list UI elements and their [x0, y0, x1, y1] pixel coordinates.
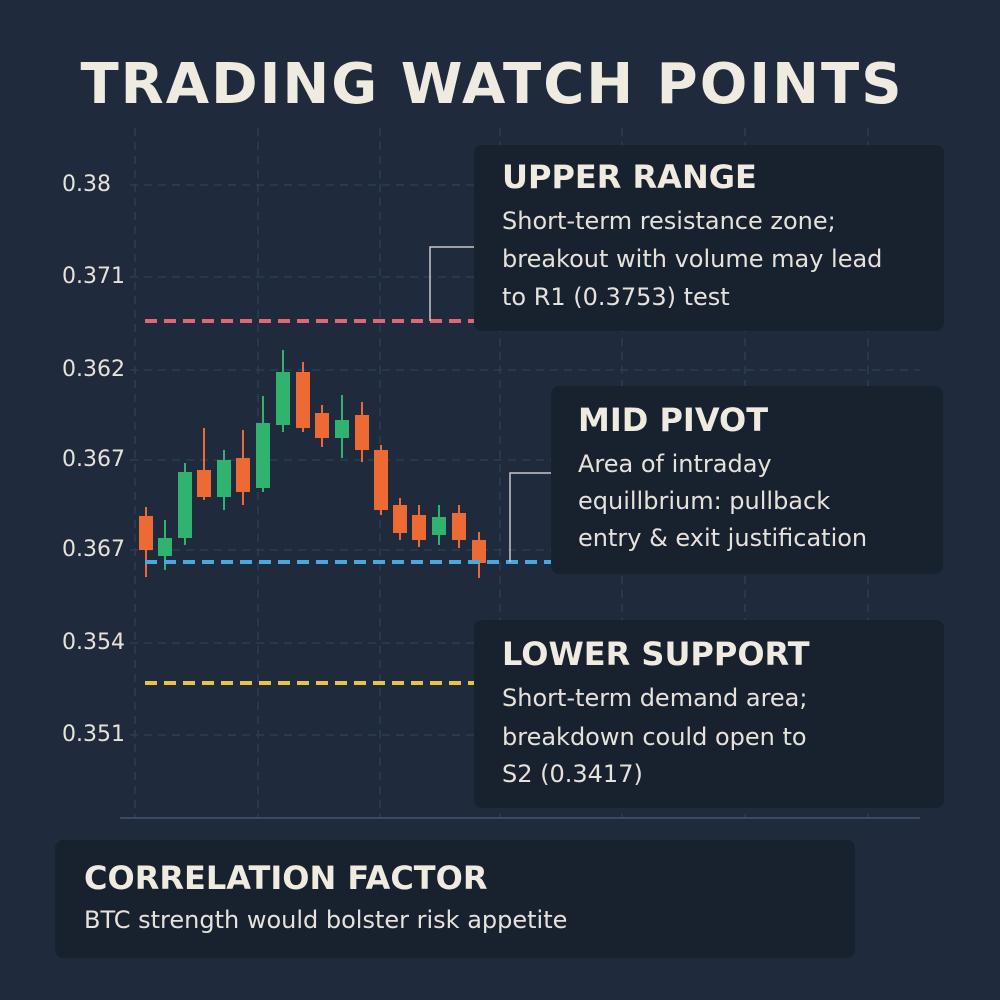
- panel-text: to R1 (0.3753) test: [502, 283, 730, 311]
- axis-label: 0.367: [62, 447, 125, 472]
- axis-label: 0.367: [62, 537, 125, 562]
- panel-heading: MID PIVOT: [578, 401, 768, 439]
- candle-body: [355, 415, 369, 450]
- panel-text: breakout with volume may lead: [502, 245, 882, 273]
- candle-body: [412, 515, 426, 540]
- candle-body: [432, 517, 446, 535]
- candle-body: [472, 540, 486, 563]
- axis-label: 0.354: [62, 630, 125, 655]
- panel-heading: UPPER RANGE: [502, 158, 757, 196]
- candle-body: [393, 505, 407, 533]
- candle-body: [296, 372, 310, 428]
- axis-label: 0.38: [62, 172, 111, 197]
- panel-box: [474, 145, 944, 331]
- panel-box: [474, 620, 944, 808]
- candle-body: [374, 450, 388, 510]
- connector: [429, 246, 474, 321]
- footer-box: [55, 840, 855, 958]
- panel-text: Short-term resistance zone;: [502, 207, 836, 235]
- candles: [139, 350, 486, 578]
- footer-heading: CORRELATION FACTOR: [84, 859, 487, 897]
- panel-box: [551, 386, 943, 574]
- panel-text: Area of intraday: [578, 450, 772, 478]
- axis-label: 0.362: [62, 357, 125, 382]
- candle-body: [139, 516, 153, 550]
- panel-heading: LOWER SUPPORT: [502, 635, 810, 673]
- axis-label: 0.371: [62, 264, 125, 289]
- axis-label: 0.351: [62, 722, 125, 747]
- candle-body: [217, 460, 231, 497]
- panel-text: entry & exit justification: [578, 524, 867, 552]
- candle-body: [335, 420, 349, 438]
- title: TRADING WATCH POINTS: [80, 52, 903, 117]
- footer-text: BTC strength would bolster risk appetite: [84, 906, 567, 934]
- candle-body: [197, 470, 211, 497]
- panel-text: Short-term demand area;: [502, 684, 807, 712]
- candle-body: [452, 513, 466, 540]
- candle-body: [256, 423, 270, 488]
- candle-body: [315, 413, 329, 438]
- candle-body: [276, 372, 290, 425]
- panel-text: breakdown could open to: [502, 723, 807, 751]
- candle-body: [178, 472, 192, 538]
- panel-text: S2 (0.3417): [502, 760, 643, 788]
- candle-body: [236, 458, 250, 492]
- panel-text: equillbrium: pullback: [578, 487, 830, 515]
- candle-body: [158, 538, 172, 556]
- panels: UPPER RANGE Short-term resistance zone; br…: [474, 145, 944, 808]
- connector: [509, 472, 551, 562]
